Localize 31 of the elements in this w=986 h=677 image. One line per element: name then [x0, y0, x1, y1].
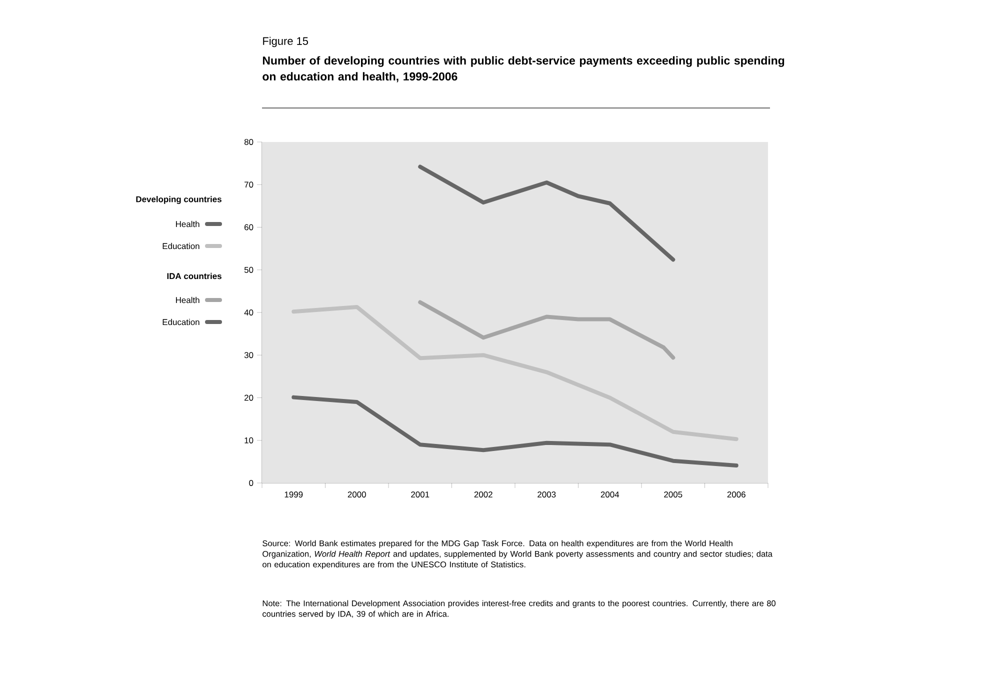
chart-title: Figure 15: [263, 36, 308, 48]
y-tick-label: 60: [244, 224, 254, 230]
x-tick-label: 2001: [411, 492, 430, 498]
x-tick-label: 2004: [600, 492, 620, 498]
y-tick-label: 40: [244, 309, 254, 316]
line-series: [418, 164, 676, 262]
legend-label: Education: [162, 318, 200, 326]
line-series: [292, 304, 738, 442]
y-tick-label: 20: [244, 394, 254, 401]
source-note: Source: World Bank estimates prepared for the MDG Gap Task Force. Data on health expenditures are from the World Health Organization, World Health Report and updates, supplemented by World Bank poverty assessments and country and sector studies; data on education expenditures are from the UNESCO Institute of Statistics.: [262, 540, 772, 570]
text: Note: The International Development Association provides interest-free credits and grants to the poorest countries. Currently, there are 80 countries served by IDA, 39 of which are in Africa.: [262, 600, 776, 618]
line-series: [292, 395, 738, 468]
y-tick-label: 70: [244, 182, 254, 188]
y-tick-label: 80: [244, 139, 254, 145]
legend-label: Health: [176, 220, 200, 228]
y-tick-label: 50: [244, 266, 254, 273]
y-tick-label: 10: [244, 437, 254, 444]
x-tick-label: 2002: [474, 492, 492, 498]
x-tick-label: 2006: [727, 492, 746, 498]
x-tick-label: 2005: [664, 492, 682, 498]
y-tick-label: 0: [249, 480, 254, 486]
legend-label: Health: [176, 296, 200, 304]
legend-label: Education: [162, 242, 200, 250]
text: Developing countries: [136, 196, 222, 204]
x-tick-label: 1999: [284, 492, 303, 498]
x-tick-label: 2000: [348, 492, 366, 498]
y-tick-label: 30: [244, 352, 254, 358]
line-series: [418, 300, 676, 360]
text: IDA countries: [167, 272, 222, 280]
x-tick-label: 2003: [538, 492, 556, 498]
chart-subtitle: Number of developing countries with public debt-service payments exceeding public spending on education and health, 1999-2006: [262, 56, 784, 82]
